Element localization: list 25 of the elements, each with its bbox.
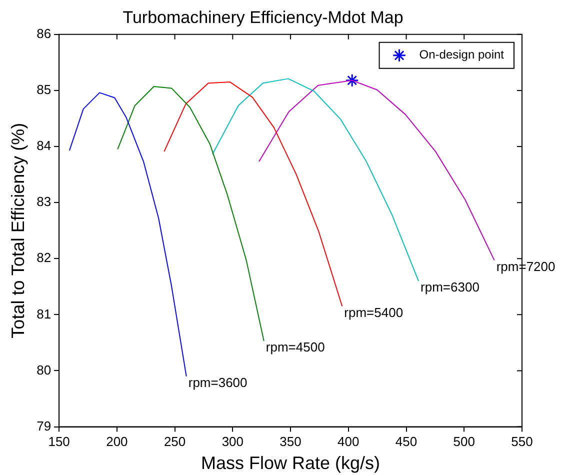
x-tick-label: 200	[106, 434, 128, 450]
x-tick-label: 400	[338, 434, 360, 450]
annotation: rpm=4500	[266, 340, 325, 355]
x-tick-label: 150	[48, 434, 70, 450]
y-tick-label: 85	[36, 82, 52, 98]
y-axis-title: Total to Total Efficiency (%)	[8, 122, 28, 338]
y-tick-label: 84	[36, 138, 52, 154]
y-tick-label: 81	[36, 306, 52, 322]
x-tick-label: 250	[164, 434, 186, 450]
y-tick-label: 79	[36, 418, 52, 434]
y-tick-label: 82	[36, 250, 52, 266]
chart-title: Turbomachinery Efficiency-Mdot Map	[122, 8, 404, 27]
x-tick-label: 500	[453, 434, 475, 450]
x-axis-title: Mass Flow Rate (kg/s)	[201, 453, 380, 474]
x-tick-label: 350	[280, 434, 302, 450]
x-tick-label: 450	[395, 434, 418, 450]
annotation: rpm=5400	[344, 304, 404, 320]
y-tick-label: 86	[36, 26, 52, 41]
x-tick-label: 300	[222, 434, 244, 450]
x-tick-label: 550	[511, 434, 533, 450]
legend-label: On-design point	[419, 48, 505, 62]
annotation: rpm=6300	[420, 280, 480, 295]
y-tick-label: 80	[36, 362, 52, 378]
annotation: rpm=3600	[188, 374, 248, 390]
y-tick-label: 83	[36, 194, 52, 210]
